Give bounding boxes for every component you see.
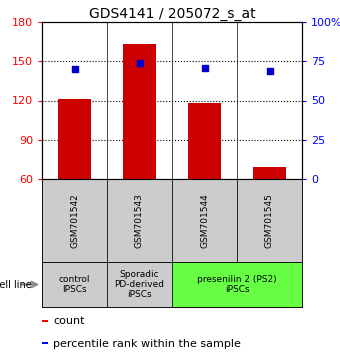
Text: GSM701542: GSM701542 — [70, 193, 79, 248]
Bar — [107, 179, 172, 262]
Point — [72, 66, 77, 72]
Text: GSM701545: GSM701545 — [265, 193, 274, 248]
Bar — [42, 320, 48, 321]
Bar — [42, 179, 107, 262]
Text: control
IPSCs: control IPSCs — [59, 275, 90, 294]
Point — [267, 68, 272, 74]
Text: GSM701543: GSM701543 — [135, 193, 144, 248]
Bar — [172, 179, 237, 262]
Point — [202, 65, 207, 70]
Text: percentile rank within the sample: percentile rank within the sample — [53, 339, 241, 349]
Bar — [107, 262, 172, 307]
Point — [137, 60, 142, 65]
Text: presenilin 2 (PS2)
iPSCs: presenilin 2 (PS2) iPSCs — [197, 275, 277, 294]
Text: count: count — [53, 316, 85, 326]
Bar — [237, 179, 302, 262]
Bar — [172, 262, 302, 307]
Title: GDS4141 / 205072_s_at: GDS4141 / 205072_s_at — [89, 7, 255, 21]
Bar — [42, 342, 48, 344]
Bar — [253, 167, 286, 179]
Bar — [42, 262, 107, 307]
Text: Sporadic
PD-derived
iPSCs: Sporadic PD-derived iPSCs — [115, 270, 165, 299]
Bar — [58, 99, 91, 179]
Text: GSM701544: GSM701544 — [200, 193, 209, 248]
Bar — [188, 103, 221, 179]
Text: cell line: cell line — [0, 280, 32, 290]
Bar — [123, 44, 156, 179]
